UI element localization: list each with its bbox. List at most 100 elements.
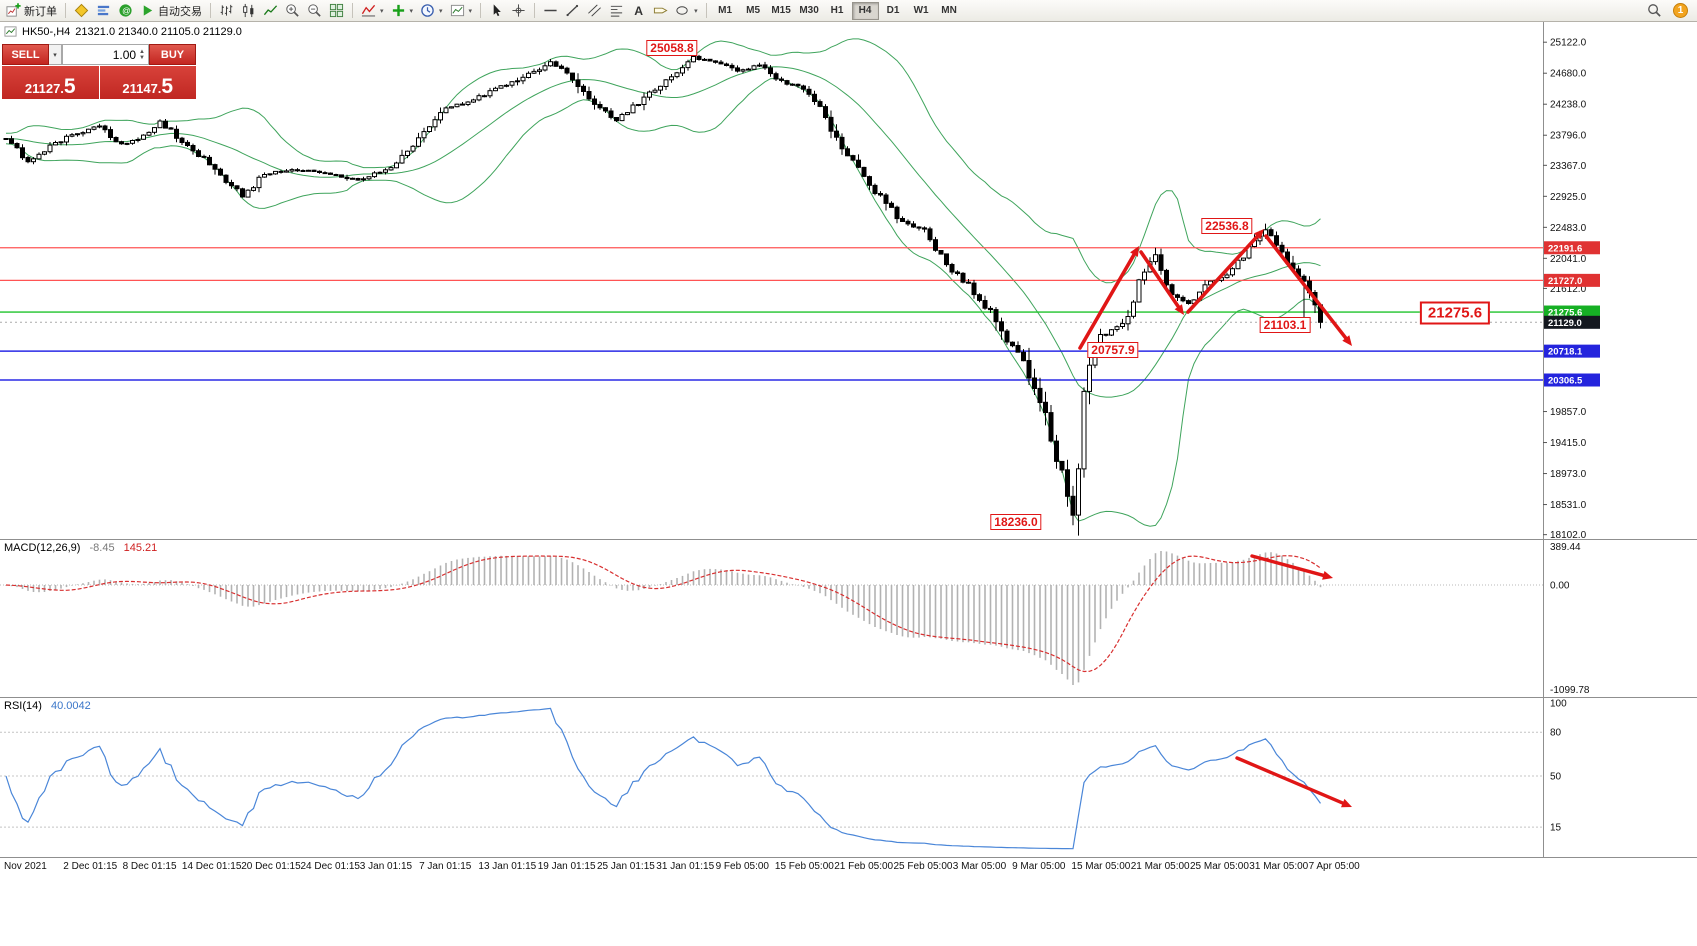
new-order-icon: [6, 3, 21, 17]
buy-button[interactable]: BUY: [149, 44, 196, 65]
horizontal-line-button[interactable]: [540, 1, 561, 21]
trend-arrow[interactable]: [1264, 234, 1352, 346]
bar-chart-button[interactable]: [216, 1, 237, 21]
time-axis-label: 20 Dec 01:15: [241, 861, 301, 872]
timeframe-h4[interactable]: H4: [851, 1, 879, 20]
templates-button[interactable]: ▾: [447, 1, 476, 21]
autotrading-button[interactable]: 自动交易: [137, 1, 205, 21]
svg-text:15: 15: [1550, 823, 1562, 834]
bollinger-bands: [5, 38, 1321, 527]
market-depth-icon: [97, 5, 110, 16]
timeframe-m1[interactable]: M1: [712, 2, 739, 20]
svg-text:22483.0: 22483.0: [1550, 223, 1587, 234]
time-axis-label: 7 Apr 05:00: [1308, 861, 1360, 872]
ohlc-values: 21321.0 21340.0 21105.0 21129.0: [75, 25, 242, 38]
macd-histogram: [5, 551, 1322, 685]
horizontal-lines: [0, 247, 1543, 381]
rsi-value: 40.0042: [50, 700, 91, 712]
svg-text:-1099.78: -1099.78: [1550, 685, 1590, 696]
time-axis-label: 24 Dec 01:15: [300, 861, 361, 872]
trend-arrow[interactable]: [1186, 229, 1264, 314]
time-axis-label: 21 Feb 05:00: [834, 861, 894, 872]
sell-button[interactable]: SELL: [2, 44, 49, 65]
rsi-label: RSI(14) 40.0042: [4, 700, 91, 712]
shapes-button[interactable]: ▾: [672, 1, 701, 21]
timeframe-h1[interactable]: H1: [824, 2, 851, 20]
time-axis-label: 7 Jan 01:15: [419, 861, 472, 872]
time-axis-label: 2 Dec 01:15: [63, 861, 118, 872]
add-object-icon: [392, 4, 404, 17]
svg-text:21727.0: 21727.0: [1548, 276, 1582, 287]
svg-text:@: @: [122, 6, 131, 16]
zoom-out-icon: [308, 4, 321, 17]
notification-badge[interactable]: 1: [1673, 3, 1688, 18]
new-order-button[interactable]: 新订单: [3, 1, 60, 21]
svg-text:21129.0: 21129.0: [1548, 318, 1582, 329]
trend-arrow[interactable]: [1139, 250, 1184, 315]
zoom-out-button[interactable]: [304, 1, 325, 21]
macd-main-value: -8.45: [89, 542, 115, 554]
toolbar-separator: [65, 3, 66, 18]
metaeditor-button[interactable]: [71, 1, 92, 21]
time-axis: Nov 2021 2 Dec 01:15 8 Dec 01:15 14 Dec 01:…: [0, 857, 1697, 877]
market-depth-button[interactable]: [93, 1, 114, 21]
rsi-panel[interactable]: 100 80 50 15: [0, 697, 1697, 857]
community-button[interactable]: @: [115, 1, 136, 21]
tile-windows-button[interactable]: [326, 1, 347, 21]
buy-price[interactable]: 21147. 5: [99, 66, 196, 99]
time-axis-label: 31 Jan 01:15: [656, 861, 715, 872]
autotrading-play-icon: [143, 5, 153, 16]
svg-text:23367.0: 23367.0: [1550, 161, 1587, 172]
time-axis-label: 13 Jan 01:15: [478, 861, 537, 872]
sell-price[interactable]: 21127. 5: [2, 66, 99, 99]
svg-text:19415.0: 19415.0: [1550, 438, 1587, 449]
price-tag-20306.5: 20306.5: [1544, 373, 1600, 387]
timeframe-m30[interactable]: M30: [796, 2, 823, 20]
timeframe-w1[interactable]: W1: [908, 2, 935, 20]
label-tool-button[interactable]: [650, 1, 671, 21]
shapes-icon: [676, 6, 688, 15]
fibonacci-button[interactable]: [606, 1, 627, 21]
time-axis-label: 25 Feb 05:00: [893, 861, 953, 872]
text-tool-button[interactable]: A: [628, 1, 649, 21]
toolbar-separator: [480, 3, 482, 18]
chevron-down-icon: ▾: [53, 51, 57, 59]
svg-text:22191.6: 22191.6: [1548, 243, 1582, 254]
trend-arrow[interactable]: [1235, 756, 1352, 808]
macd-signal-line: [5, 555, 1321, 673]
macd-signal-value: 145.21: [123, 542, 158, 554]
trendline-button[interactable]: [562, 1, 583, 21]
volume-input[interactable]: 1.00 ▲ ▼: [62, 44, 149, 65]
svg-text:50: 50: [1550, 772, 1562, 783]
indicators-button[interactable]: ▾: [358, 1, 387, 21]
crosshair-button[interactable]: [508, 1, 529, 21]
toolbar-separator: [352, 3, 353, 18]
toolbar: 新订单 @ 自动交易: [0, 0, 1697, 22]
channel-icon: [588, 4, 601, 17]
timeframe-mn[interactable]: MN: [936, 2, 963, 20]
trend-arrow[interactable]: [1250, 554, 1333, 580]
candlestick-chart-button[interactable]: [238, 1, 259, 21]
add-object-button[interactable]: ▾: [388, 1, 417, 21]
timeframe-d1[interactable]: D1: [880, 2, 907, 20]
periods-button[interactable]: ▾: [417, 1, 446, 21]
svg-text:23796.0: 23796.0: [1550, 131, 1587, 142]
macd-panel[interactable]: 389.44 0.00 -1099.78: [0, 539, 1697, 697]
volume-stepper[interactable]: ▲ ▼: [139, 48, 145, 61]
timeframe-m5[interactable]: M5: [740, 2, 767, 20]
line-chart-button[interactable]: [260, 1, 281, 21]
crosshair-icon: [512, 4, 525, 17]
symbol-period: HK50-,H4: [22, 25, 71, 38]
svg-text:0.00: 0.00: [1550, 581, 1570, 592]
main-chart[interactable]: 25122.0 24680.0 24238.0 23796.0 23367.0 22925…: [0, 22, 1697, 539]
indicators-icon: [361, 4, 376, 17]
cursor-button[interactable]: [486, 1, 507, 21]
search-button[interactable]: [1644, 1, 1665, 21]
channel-button[interactable]: [584, 1, 605, 21]
trend-arrow[interactable]: [1078, 246, 1139, 350]
timeframe-m15[interactable]: M15: [768, 2, 795, 20]
zoom-in-button[interactable]: [282, 1, 303, 21]
svg-text:20718.1: 20718.1: [1548, 347, 1583, 358]
svg-text:25122.0: 25122.0: [1550, 38, 1587, 49]
sell-dropdown[interactable]: ▾: [49, 44, 62, 65]
